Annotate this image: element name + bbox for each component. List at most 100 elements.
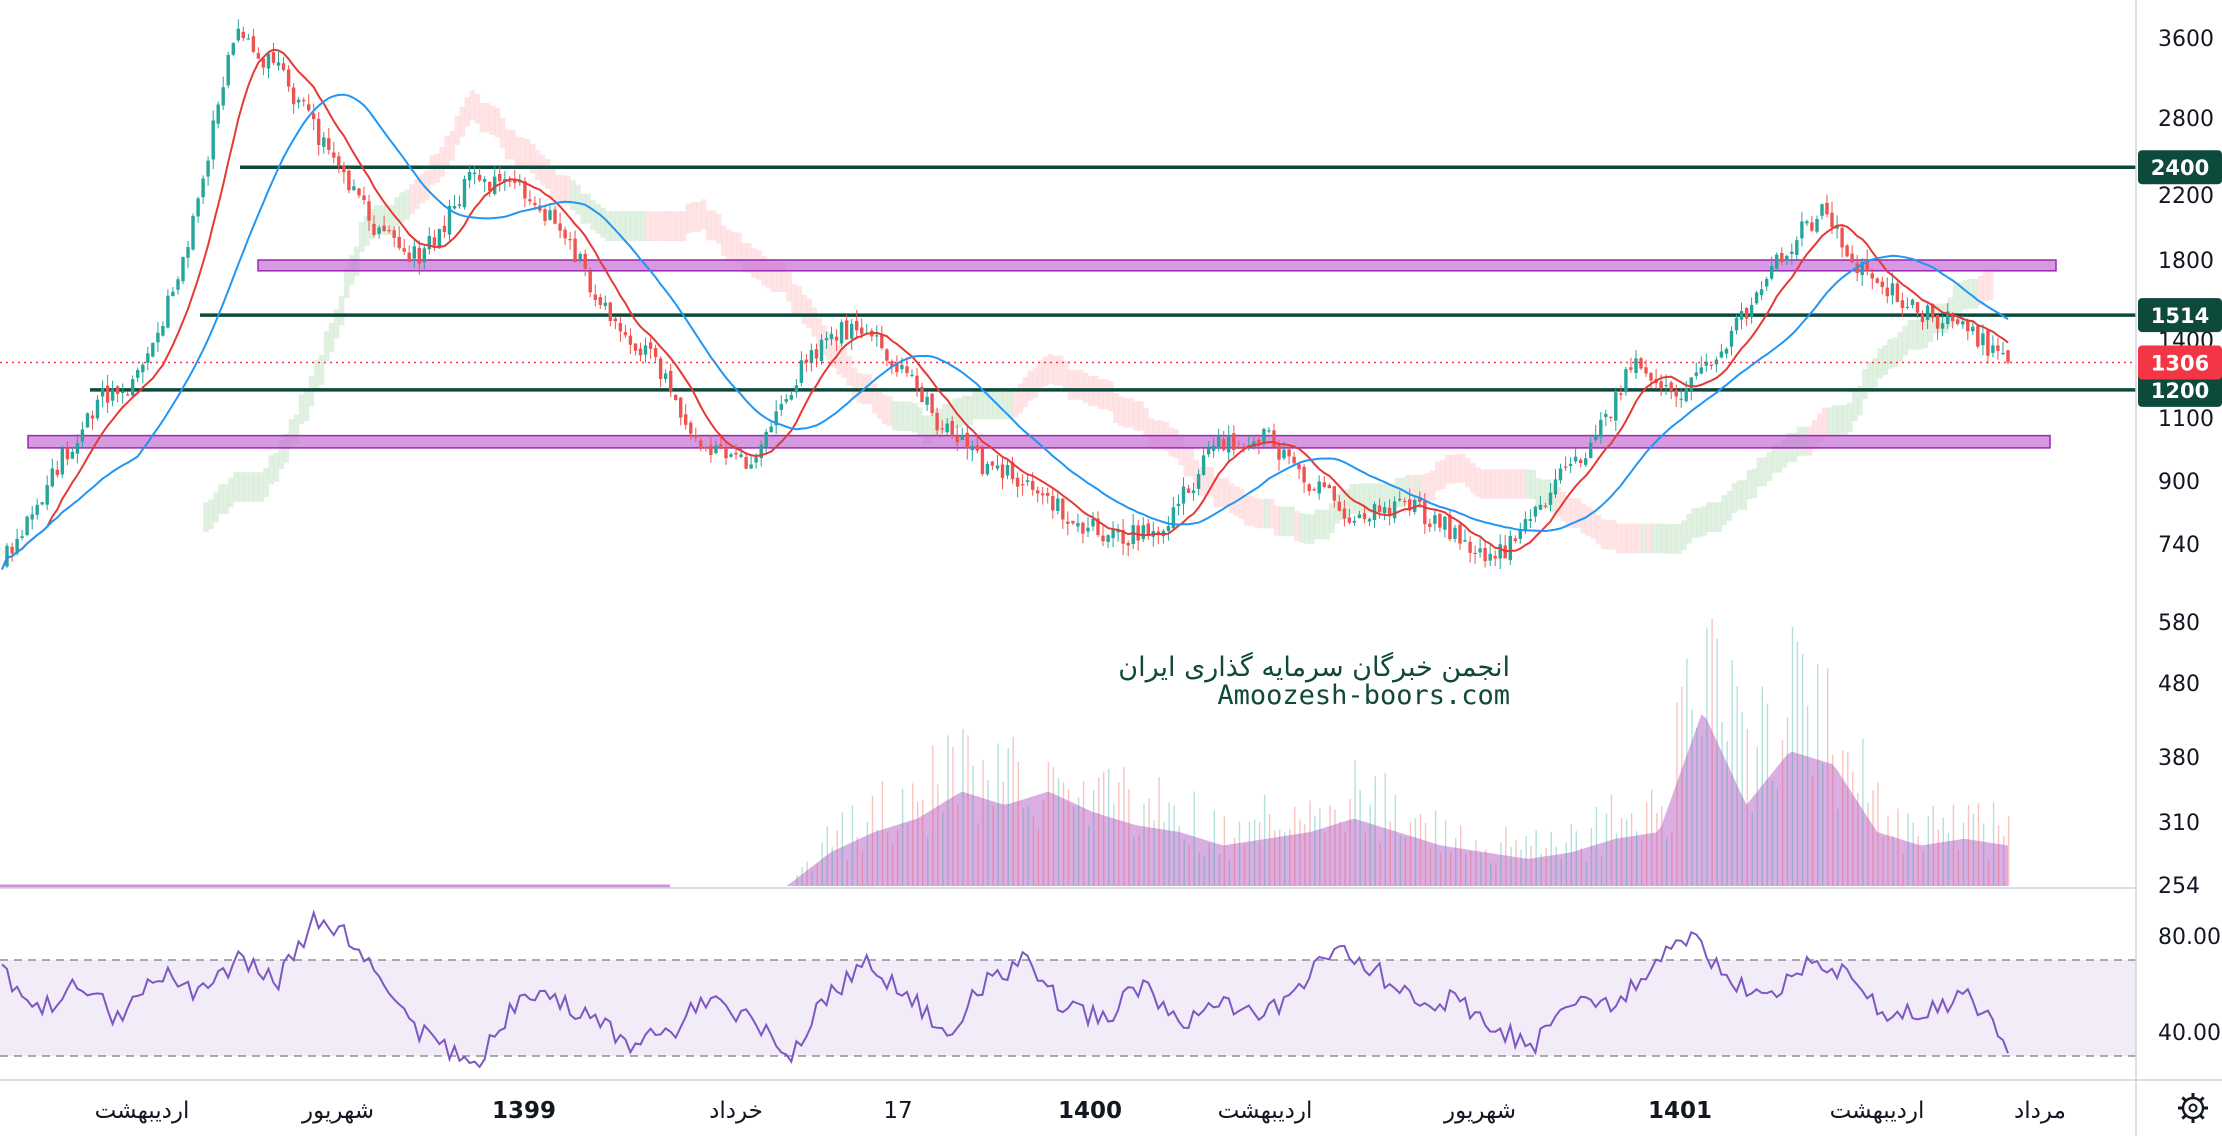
cloud-segment	[1706, 502, 1712, 532]
cloud-segment	[1726, 491, 1733, 521]
volume-bar	[1892, 835, 1894, 886]
time-axis[interactable]: اردیبهشت شهریور 1399 خرداد 17 1400 اردیبهشت شهر…	[95, 1098, 2066, 1124]
candle-body	[613, 318, 618, 322]
cloud-segment	[1837, 405, 1843, 435]
candle-body	[221, 87, 225, 106]
candle-body	[1020, 484, 1025, 486]
rsi-pane[interactable]	[0, 909, 2136, 1069]
cloud-segment	[665, 211, 672, 242]
settings-gear-icon[interactable]	[2178, 1093, 2208, 1123]
cloud-segment	[1867, 361, 1873, 392]
candle-body	[789, 395, 793, 400]
volume-bar	[1671, 832, 1673, 886]
cloud-segment	[379, 205, 385, 235]
candle-body	[915, 375, 919, 389]
volume-bar	[1118, 782, 1120, 886]
support-zone[interactable]	[27, 434, 2051, 449]
candle-body	[1694, 372, 1698, 376]
volume-bar	[1243, 844, 1246, 886]
candle-body	[1478, 548, 1482, 553]
cloud-segment	[1042, 356, 1049, 387]
cloud-segment	[1037, 360, 1044, 391]
resistance-zone[interactable]	[257, 259, 2057, 272]
volume-bar	[1399, 835, 1402, 886]
cloud-segment	[1721, 495, 1727, 525]
volume-bar	[1490, 862, 1492, 886]
volume-bar	[1369, 804, 1371, 886]
volume-bar	[1545, 848, 1547, 886]
candle-body	[1684, 388, 1688, 402]
cloud-segment	[1932, 303, 1939, 334]
time-axis-label: 1400	[1058, 1098, 1122, 1124]
cloud-segment	[1610, 519, 1617, 550]
candle-body	[1433, 515, 1437, 524]
cloud-segment	[1977, 275, 1984, 306]
cloud-segment	[1203, 467, 1210, 497]
volume-bar	[992, 805, 994, 886]
cloud-segment	[1671, 524, 1677, 554]
cloud-segment	[1289, 506, 1295, 537]
candle-body	[1347, 517, 1352, 523]
candle-body	[1749, 304, 1754, 318]
cloud-segment	[1399, 477, 1406, 508]
volume-bar	[1927, 816, 1929, 886]
cloud-segment	[248, 472, 254, 502]
candle-body	[1840, 227, 1844, 248]
volume-bar	[796, 875, 798, 886]
volume-bar	[1188, 844, 1190, 886]
volume-bar	[1656, 813, 1658, 886]
candle-body	[1217, 436, 1221, 448]
cloud-segment	[1409, 474, 1416, 505]
volume-bar	[1309, 800, 1311, 886]
volume-bar	[1706, 627, 1708, 886]
candle-body	[1780, 253, 1784, 263]
volume-bar	[1580, 847, 1583, 886]
candle-body	[332, 152, 336, 158]
volume-bar	[1636, 831, 1638, 886]
cloud-segment	[1218, 477, 1225, 508]
candle-body	[126, 394, 130, 396]
cloud-segment	[821, 325, 828, 356]
cloud-segment	[509, 129, 516, 160]
cloud-segment	[972, 389, 978, 420]
watermark: انجمن خبرگان سرمایه گذاری ایران Amoozesh…	[1118, 651, 1510, 711]
candle-body	[764, 431, 768, 448]
cloud-segment	[1847, 402, 1853, 433]
candle-body	[80, 429, 85, 442]
candle-body	[1508, 536, 1512, 561]
candle-body	[236, 28, 240, 41]
cloud-segment	[1027, 370, 1034, 401]
cloud-segment	[1681, 520, 1687, 551]
volume-bar	[1394, 795, 1396, 886]
candle-body	[1171, 507, 1176, 529]
volume-bar	[1701, 736, 1703, 886]
candle-body	[302, 99, 306, 102]
candle-body	[890, 361, 894, 367]
cloud-segment	[1263, 498, 1270, 529]
candle-body	[307, 104, 311, 111]
volume-bar	[1962, 822, 1965, 886]
cloud-segment	[776, 262, 782, 292]
candle-body	[1895, 283, 1900, 302]
candle-body	[1483, 548, 1487, 562]
candle-body	[578, 253, 582, 260]
cloud-segment	[1942, 303, 1949, 333]
candle-body	[663, 373, 668, 379]
cloud-segment	[650, 211, 657, 242]
cloud-segment	[912, 403, 918, 433]
candle-body	[648, 342, 653, 349]
cloud-segment	[575, 184, 581, 215]
volume-bar	[1218, 853, 1221, 886]
volume-bar	[816, 863, 818, 886]
candle-body	[1533, 506, 1538, 517]
cloud-segment	[1364, 483, 1371, 514]
candle-body	[1337, 501, 1341, 511]
cloud-segment	[273, 452, 280, 482]
volume-bar	[1766, 703, 1769, 886]
cloud-segment	[987, 389, 993, 420]
cloud-segment	[1138, 401, 1144, 431]
candle-body	[794, 385, 799, 393]
volume-bar	[1942, 817, 1944, 886]
